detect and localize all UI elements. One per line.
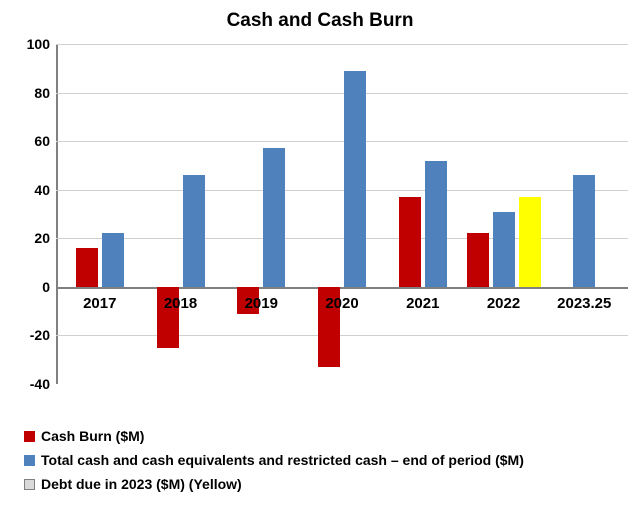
bar xyxy=(573,175,595,287)
bar xyxy=(344,71,366,287)
x-tick-label: 2019 xyxy=(245,295,278,312)
legend: Cash Burn ($M) Total cash and cash equiva… xyxy=(24,428,624,500)
grid-line xyxy=(56,141,628,142)
grid-line xyxy=(56,190,628,191)
x-tick-label: 2018 xyxy=(164,295,197,312)
bar xyxy=(467,233,489,286)
grid-line xyxy=(56,335,628,336)
legend-item: Debt due in 2023 ($M) (Yellow) xyxy=(24,476,624,492)
legend-swatch xyxy=(24,431,35,442)
x-tick-label: 2017 xyxy=(83,295,116,312)
y-tick-label: -20 xyxy=(20,327,50,343)
plot-area xyxy=(56,44,628,384)
y-tick-label: -40 xyxy=(20,376,50,392)
bar xyxy=(519,197,541,287)
bar xyxy=(425,161,447,287)
y-tick-label: 100 xyxy=(20,36,50,52)
y-tick-label: 40 xyxy=(20,182,50,198)
y-tick-label: 0 xyxy=(20,279,50,295)
legend-label: Cash Burn ($M) xyxy=(41,428,144,444)
legend-label: Debt due in 2023 ($M) (Yellow) xyxy=(41,476,242,492)
x-tick-label: 2022 xyxy=(487,295,520,312)
grid-line xyxy=(56,238,628,239)
bar xyxy=(76,248,98,287)
legend-item: Total cash and cash equivalents and rest… xyxy=(24,452,624,468)
bar xyxy=(102,233,124,286)
bar xyxy=(263,148,285,286)
y-tick-label: 20 xyxy=(20,230,50,246)
x-tick-label: 2021 xyxy=(406,295,439,312)
chart-title: Cash and Cash Burn xyxy=(0,0,640,32)
x-tick-label: 2023.25 xyxy=(557,295,611,312)
legend-swatch xyxy=(24,479,35,490)
legend-label: Total cash and cash equivalents and rest… xyxy=(41,452,524,468)
chart-container: -40-20020406080100 201720182019202020212… xyxy=(20,44,628,414)
x-tick-label: 2020 xyxy=(325,295,358,312)
grid-line xyxy=(56,287,628,289)
grid-line xyxy=(56,44,628,45)
grid-line xyxy=(56,93,628,94)
bar xyxy=(399,197,421,287)
legend-item: Cash Burn ($M) xyxy=(24,428,624,444)
y-tick-label: 80 xyxy=(20,85,50,101)
bar xyxy=(183,175,205,287)
bar xyxy=(493,212,515,287)
y-tick-label: 60 xyxy=(20,133,50,149)
legend-swatch xyxy=(24,455,35,466)
